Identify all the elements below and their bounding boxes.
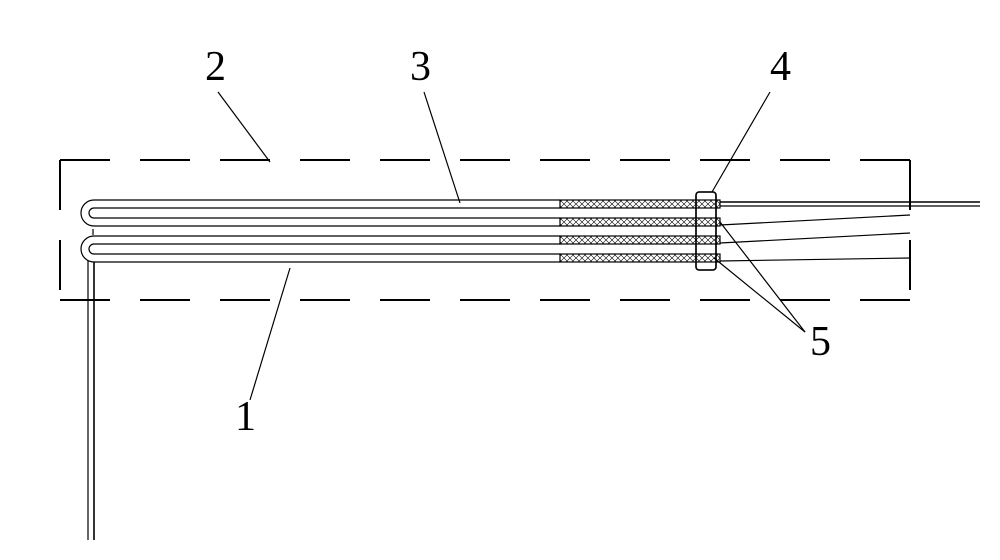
leader-line — [720, 222, 805, 332]
lead-wire-fan — [720, 215, 910, 225]
callout-label-5: 5 — [810, 319, 831, 365]
leader-line — [250, 268, 290, 400]
leader-line — [712, 92, 770, 192]
callout-label-3: 3 — [410, 44, 431, 90]
callout-label-2: 2 — [205, 44, 226, 90]
leader-line — [424, 92, 460, 203]
lead-wire-fan — [720, 233, 910, 243]
tube-ubend — [89, 208, 94, 218]
tube-ubend — [81, 200, 94, 226]
technical-diagram: 2 3 4 5 1 — [0, 0, 1000, 560]
leader-line — [714, 258, 805, 332]
leader-line — [218, 92, 270, 162]
callout-label-4: 4 — [770, 44, 791, 90]
tube-ubend — [89, 244, 94, 254]
tube-ubend — [81, 236, 94, 262]
clamp-bracket — [696, 192, 716, 270]
callout-label-1: 1 — [235, 394, 256, 440]
